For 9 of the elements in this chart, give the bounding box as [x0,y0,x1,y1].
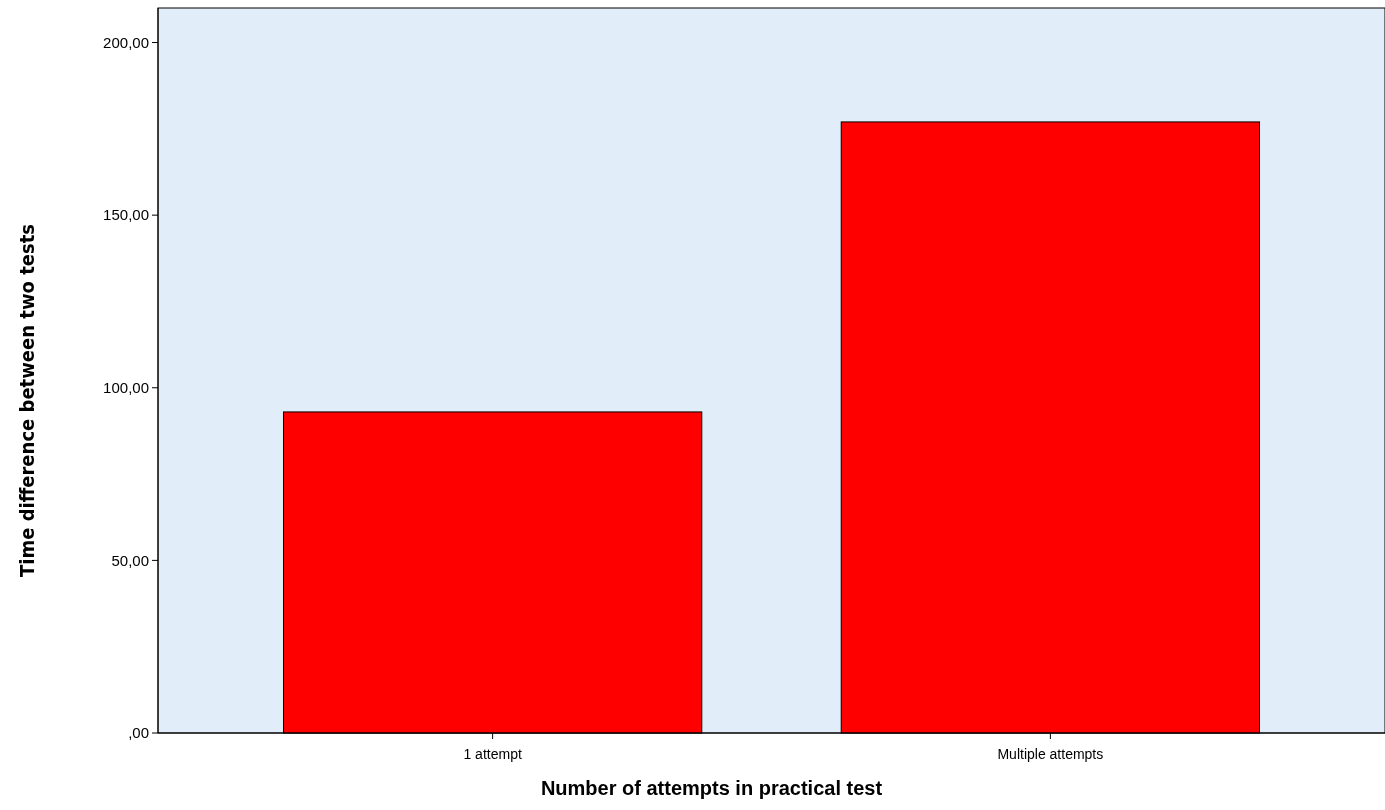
x-tick-label: 1 attempt [463,746,522,762]
y-tick-label: 150,00 [103,206,149,224]
x-tick-label: Multiple attempts [997,746,1104,762]
y-tick-label: 100,00 [103,379,149,397]
y-tick-label: 50,00 [111,551,149,569]
y-axis-title: Time difference between two tests [15,224,39,577]
y-tick-label: ,00 [128,724,149,742]
x-axis-title: Number of attempts in practical test [540,777,883,799]
y-tick-label: 200,00 [103,33,149,51]
